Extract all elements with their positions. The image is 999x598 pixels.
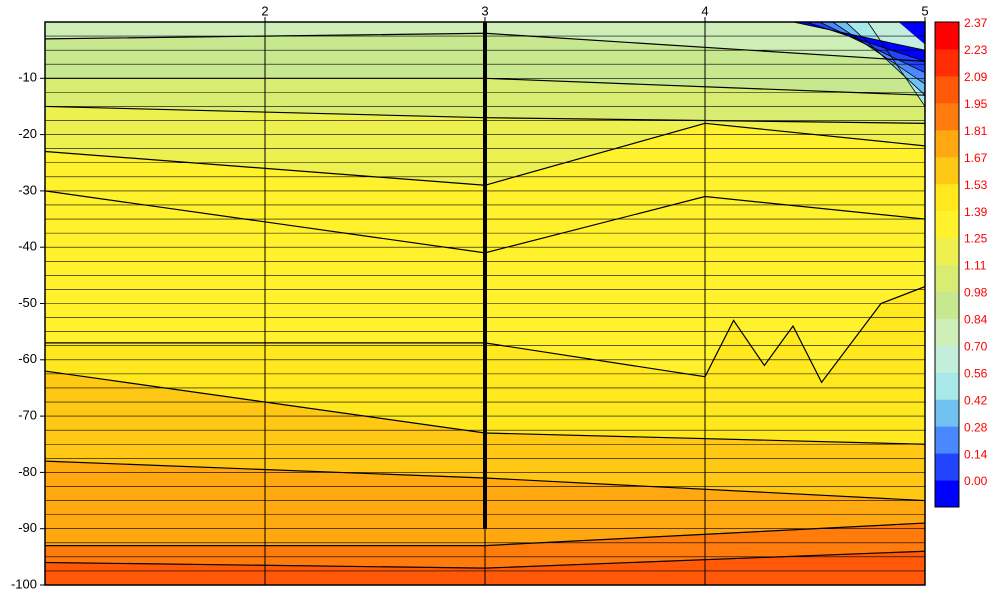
y-tick-label: -100 (11, 576, 37, 591)
y-tick-label: -90 (18, 520, 37, 535)
colorbar: 0.00 0.14 0.28 0.42 0.56 0.70 0.84 0.98 1.11 1.25… (935, 16, 988, 507)
plot-area (45, 22, 925, 585)
y-tick-label: -20 (18, 126, 37, 141)
legend-label: 0.56 (964, 366, 988, 380)
legend-label: 2.09 (964, 70, 988, 84)
x-tick-label: 4 (701, 3, 708, 18)
x-tick-label: 2 (261, 3, 268, 18)
x-tick-label: 3 (481, 3, 488, 18)
y-tick-label: -30 (18, 182, 37, 197)
legend-label: 1.25 (964, 232, 988, 246)
legend-label: 1.95 (964, 97, 988, 111)
y-tick-label: -70 (18, 408, 37, 423)
legend-label: 1.39 (964, 205, 988, 219)
legend-label: 0.00 (964, 474, 988, 488)
chart-svg: 2345-10-20-30-40-50-60-70-80-90-1000.000… (0, 0, 999, 598)
legend-label: 0.70 (964, 340, 988, 354)
legend-label: 0.14 (964, 447, 988, 461)
x-tick-label: 5 (921, 3, 928, 18)
contour-chart: 2345-10-20-30-40-50-60-70-80-90-1000.000… (0, 0, 999, 598)
legend-label: 2.23 (964, 43, 988, 57)
legend-label: 0.42 (964, 393, 988, 407)
legend-label: 1.67 (964, 151, 988, 165)
y-tick-label: -10 (18, 70, 37, 85)
y-tick-label: -40 (18, 239, 37, 254)
y-tick-label: -80 (18, 464, 37, 479)
legend-label: 0.98 (964, 286, 988, 300)
legend-label: 2.37 (964, 16, 988, 30)
legend-label: 0.84 (964, 313, 988, 327)
legend-label: 1.53 (964, 178, 988, 192)
y-tick-label: -50 (18, 295, 37, 310)
legend-label: 1.81 (964, 124, 988, 138)
legend-label: 0.28 (964, 420, 988, 434)
y-tick-label: -60 (18, 351, 37, 366)
legend-label: 1.11 (964, 259, 987, 273)
